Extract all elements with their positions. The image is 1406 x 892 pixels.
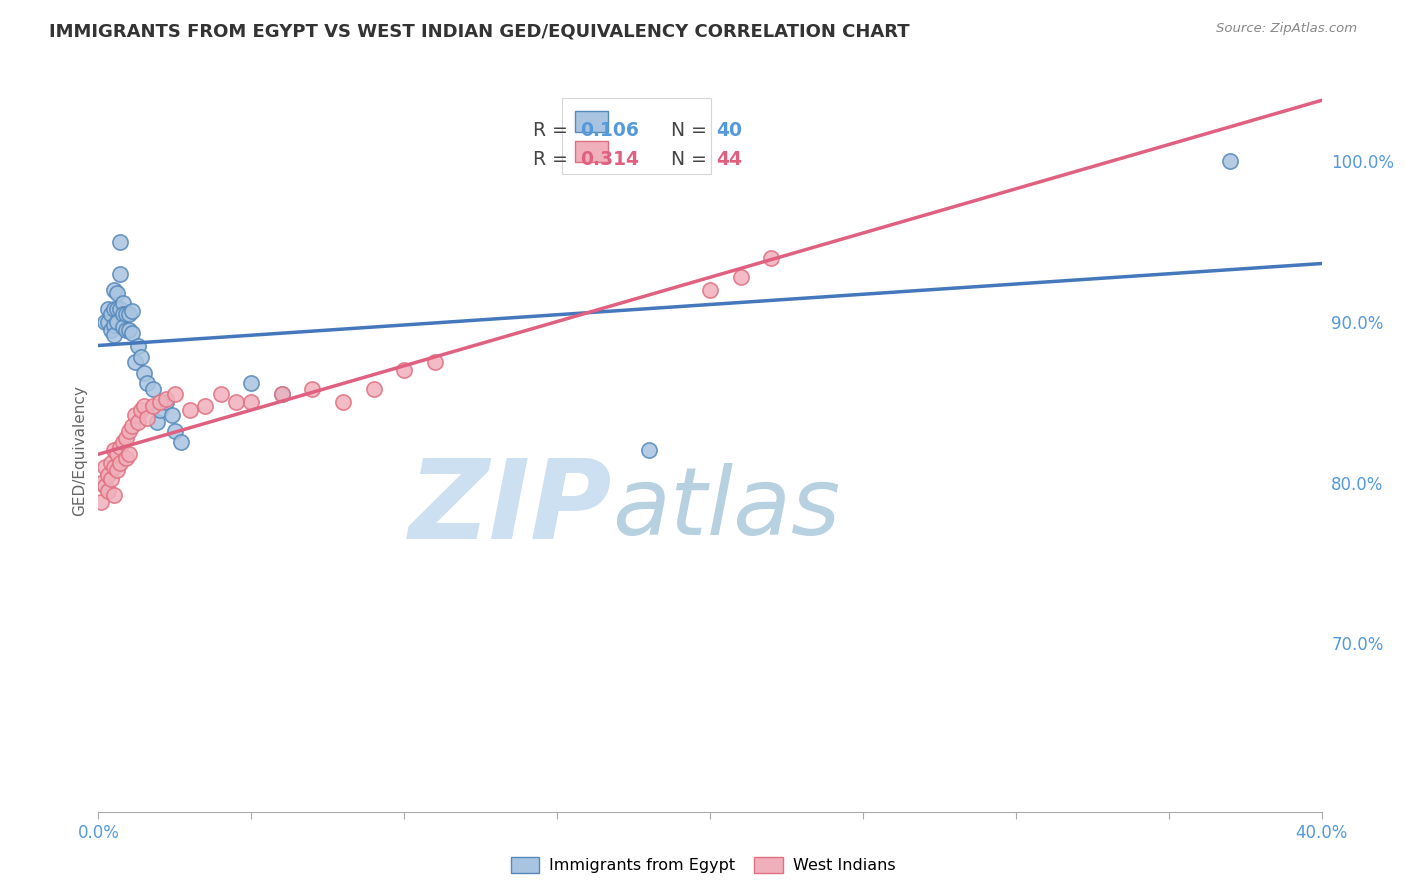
- Point: [90, 495, 112, 509]
- Point: [142, 383, 165, 397]
- Point: [121, 419, 143, 434]
- Point: [392, 363, 416, 377]
- Point: [97, 467, 120, 482]
- Point: [270, 387, 292, 401]
- Point: [637, 443, 661, 458]
- Point: [103, 488, 125, 502]
- Point: [93, 459, 115, 474]
- Point: [136, 376, 159, 390]
- Point: [105, 302, 128, 317]
- Point: [100, 323, 122, 337]
- Point: [118, 447, 141, 461]
- Point: [124, 355, 146, 369]
- Legend: dummy1, dummy2: dummy1, dummy2: [562, 98, 711, 174]
- Point: [209, 387, 232, 401]
- Point: [194, 399, 217, 413]
- Y-axis label: GED/Equivalency: GED/Equivalency: [72, 385, 87, 516]
- Point: [97, 315, 120, 329]
- Point: [145, 415, 167, 429]
- Point: [111, 435, 134, 450]
- Point: [363, 383, 385, 397]
- Text: Source: ZipAtlas.com: Source: ZipAtlas.com: [1216, 22, 1357, 36]
- Point: [105, 447, 128, 461]
- Point: [103, 283, 125, 297]
- Point: [136, 411, 159, 425]
- Point: [115, 307, 138, 321]
- Point: [93, 315, 115, 329]
- Point: [115, 431, 138, 445]
- Point: [129, 351, 152, 365]
- Point: [103, 318, 125, 333]
- Point: [115, 323, 138, 337]
- Point: [142, 399, 165, 413]
- Point: [90, 475, 112, 490]
- Point: [155, 395, 177, 409]
- Point: [103, 302, 125, 317]
- Point: [240, 376, 263, 390]
- Point: [97, 302, 120, 317]
- Point: [103, 459, 125, 474]
- Point: [149, 395, 172, 409]
- Point: [118, 424, 141, 438]
- Point: [240, 395, 263, 409]
- Text: R =: R =: [533, 150, 574, 169]
- Point: [115, 451, 138, 466]
- Point: [111, 319, 134, 334]
- Point: [149, 403, 172, 417]
- Point: [103, 443, 125, 458]
- Text: IMMIGRANTS FROM EGYPT VS WEST INDIAN GED/EQUIVALENCY CORRELATION CHART: IMMIGRANTS FROM EGYPT VS WEST INDIAN GED…: [49, 22, 910, 40]
- Point: [170, 435, 193, 450]
- Point: [163, 387, 186, 401]
- Point: [301, 383, 323, 397]
- Point: [124, 408, 146, 422]
- Text: R =: R =: [533, 121, 574, 140]
- Point: [179, 403, 201, 417]
- Text: N =: N =: [671, 150, 713, 169]
- Text: N =: N =: [671, 121, 713, 140]
- Point: [105, 286, 128, 301]
- Point: [111, 295, 134, 310]
- Point: [100, 307, 122, 321]
- Text: 0.314: 0.314: [581, 150, 640, 169]
- Point: [163, 424, 186, 438]
- Point: [108, 456, 131, 470]
- Point: [225, 395, 247, 409]
- Point: [118, 307, 141, 321]
- Point: [103, 327, 125, 342]
- Point: [111, 307, 134, 321]
- Text: 44: 44: [716, 150, 742, 169]
- Point: [108, 302, 131, 317]
- Text: ZIP: ZIP: [409, 455, 612, 562]
- Point: [155, 392, 177, 406]
- Point: [127, 339, 149, 353]
- Point: [129, 403, 152, 417]
- Text: 0.106: 0.106: [581, 121, 640, 140]
- Point: [97, 483, 120, 498]
- Point: [105, 315, 128, 329]
- Point: [699, 283, 721, 297]
- Point: [160, 408, 183, 422]
- Point: [423, 355, 446, 369]
- Point: [134, 367, 156, 381]
- Text: atlas: atlas: [612, 463, 841, 554]
- Point: [121, 303, 143, 318]
- Point: [134, 399, 156, 413]
- Point: [108, 267, 131, 281]
- Point: [121, 326, 143, 341]
- Point: [730, 270, 752, 285]
- Point: [759, 251, 782, 265]
- Point: [100, 472, 122, 486]
- Point: [1219, 154, 1241, 169]
- Point: [108, 440, 131, 454]
- Point: [100, 456, 122, 470]
- Text: 40: 40: [716, 121, 742, 140]
- Point: [127, 415, 149, 429]
- Point: [108, 235, 131, 249]
- Point: [93, 479, 115, 493]
- Point: [270, 387, 292, 401]
- Point: [332, 395, 354, 409]
- Point: [105, 463, 128, 477]
- Point: [118, 323, 141, 337]
- Legend: Immigrants from Egypt, West Indians: Immigrants from Egypt, West Indians: [505, 850, 901, 880]
